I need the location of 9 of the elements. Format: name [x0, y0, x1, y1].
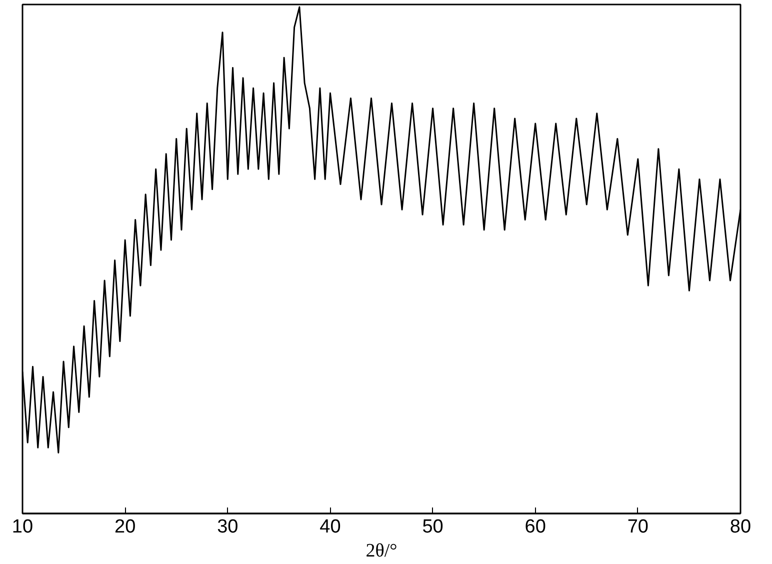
x-tick-label: 40 — [320, 516, 341, 538]
x-tick-label: 60 — [524, 516, 546, 538]
x-tick-label: 10 — [12, 516, 34, 538]
x-tick-label: 70 — [627, 516, 648, 538]
x-tick-label: 30 — [217, 516, 238, 538]
x-tick-label: 50 — [422, 516, 444, 538]
x-tick-label: 20 — [114, 516, 136, 538]
x-tick-label: 80 — [730, 516, 752, 538]
x-axis-title: 2θ/° — [366, 540, 398, 562]
